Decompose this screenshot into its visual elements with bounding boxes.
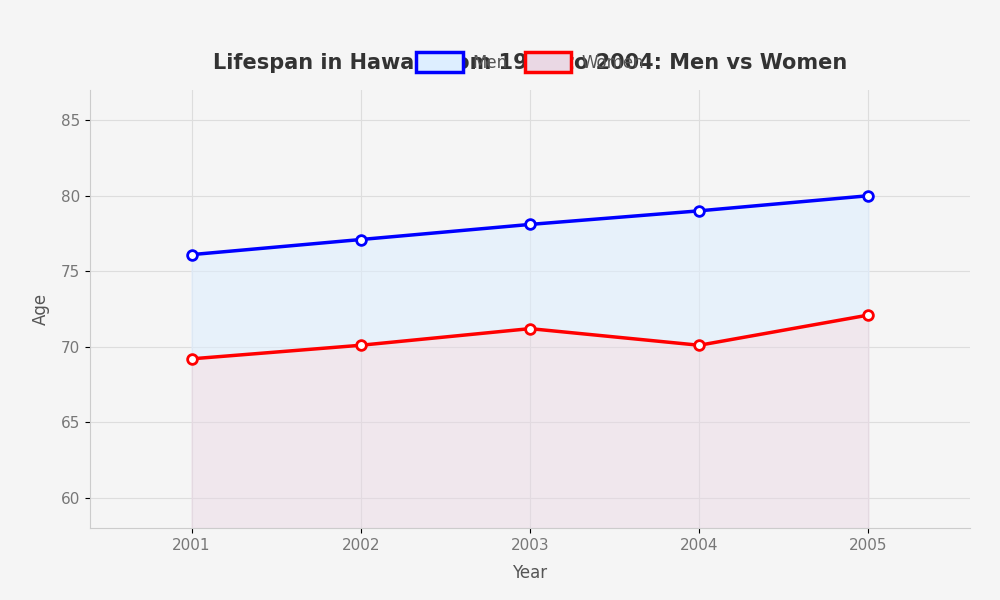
X-axis label: Year: Year — [512, 564, 548, 582]
Legend: Men, Women: Men, Women — [409, 46, 651, 79]
Y-axis label: Age: Age — [32, 293, 50, 325]
Title: Lifespan in Hawaii from 1967 to 2004: Men vs Women: Lifespan in Hawaii from 1967 to 2004: Me… — [213, 53, 847, 73]
